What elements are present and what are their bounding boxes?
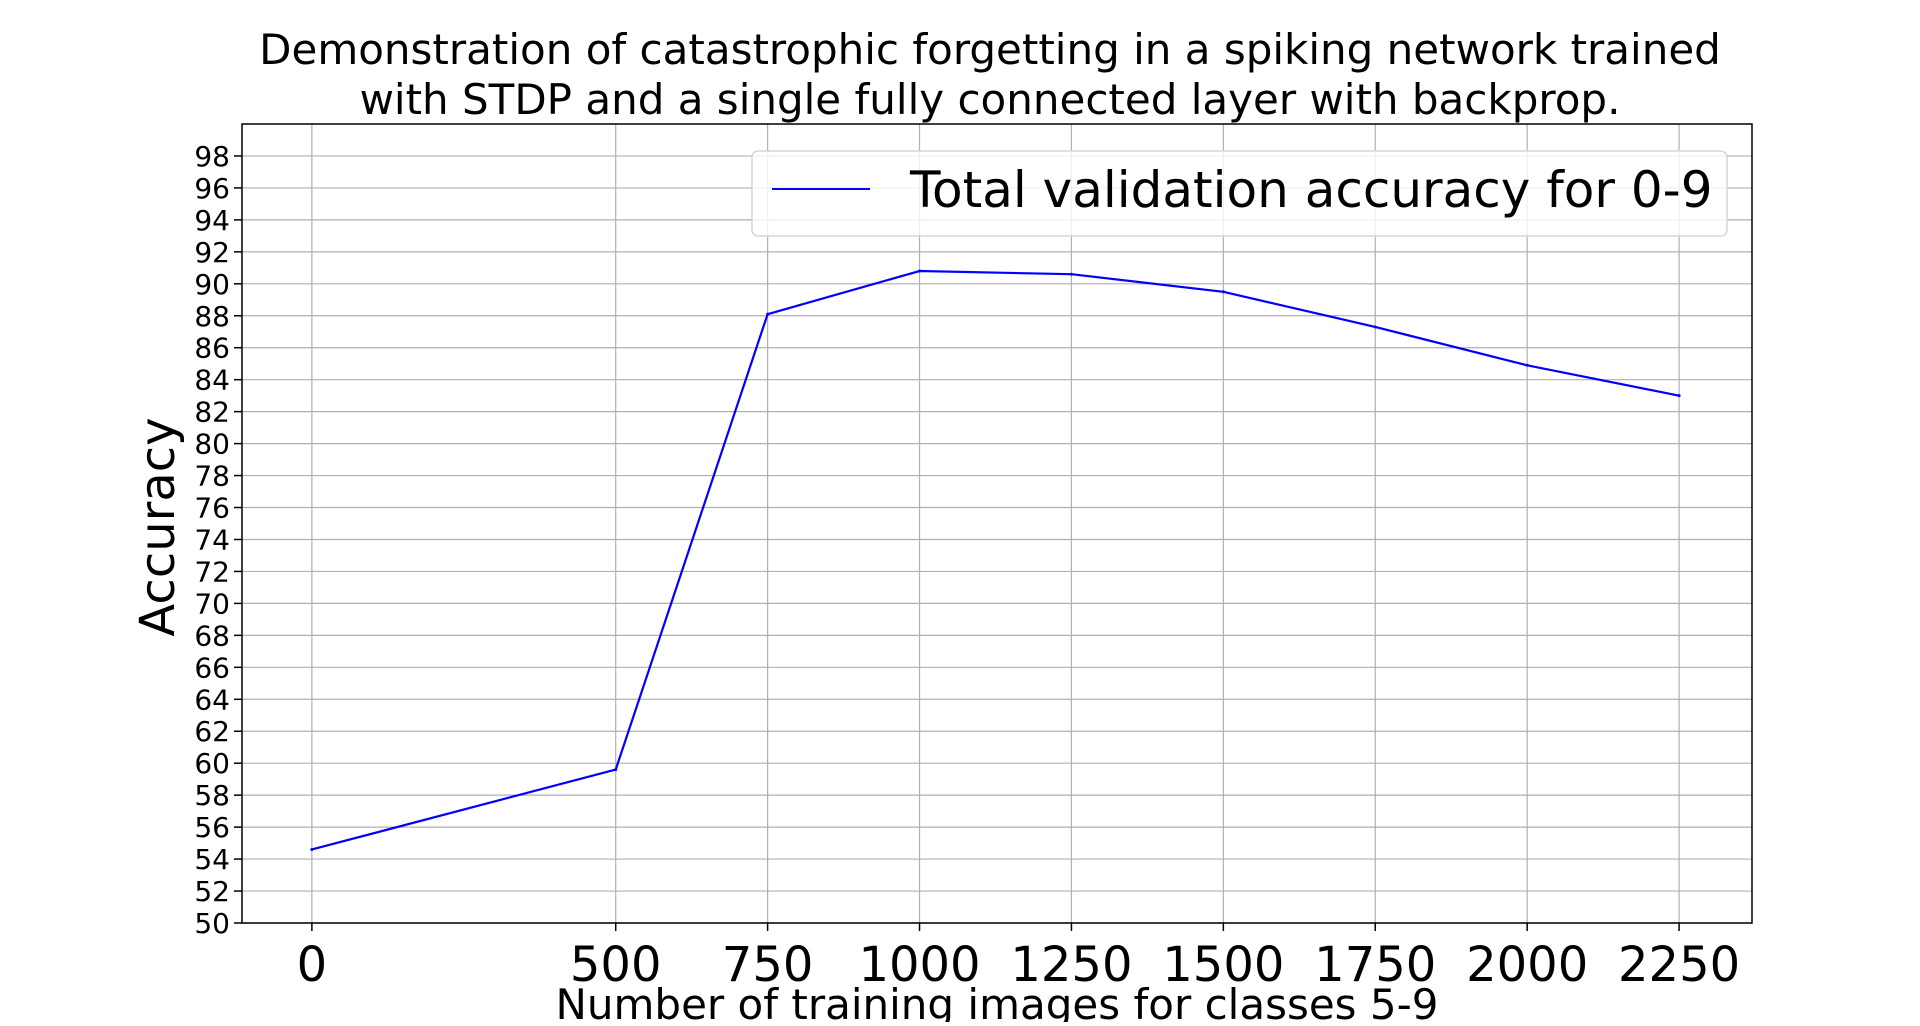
data-point [1677,394,1681,398]
data-point [310,847,314,851]
y-axis-label: Accuracy [130,417,186,636]
y-tick-label: 56 [194,811,230,844]
x-axis: 0 500 750 1000 1250 1500 1750 2000 2250 [297,923,1740,993]
y-axis: 5052545658606264666870727476788082848688… [194,140,242,940]
legend-box [751,150,1728,237]
y-tick-label: 58 [194,779,230,812]
y-tick-label: 98 [194,140,230,173]
y-tick-label: 94 [194,204,230,237]
y-tick-label: 62 [194,715,230,748]
y-tick-label: 86 [194,332,230,365]
legend: Total validation accuracy for 0-9 [751,150,1728,237]
x-tick-label: 1500 [1162,937,1284,993]
x-axis-label: Number of training images for classes 5-… [555,980,1438,1022]
data-point [1221,290,1225,294]
y-tick-label: 76 [194,492,230,525]
data-point [614,768,618,772]
chart-title-line-2: with STDP and a single fully connected l… [360,75,1621,124]
data-point [1525,363,1529,367]
y-tick-label: 68 [194,619,230,652]
grid [242,124,1752,924]
x-tick-label: 750 [722,937,814,993]
y-tick-label: 52 [194,875,230,908]
data-point [918,269,922,273]
y-tick-label: 64 [194,683,230,716]
plot-frame [241,123,1753,924]
chart-title-line-1: Demonstration of catastrophic forgetting… [259,25,1721,74]
y-tick-label: 66 [194,651,230,684]
x-tick-label: 1750 [1314,937,1436,993]
x-tick-label: 2250 [1618,937,1740,993]
x-tick-label: 500 [570,937,662,993]
y-tick-label: 70 [194,587,230,620]
y-tick-label: 80 [194,428,230,461]
y-tick-label: 60 [194,747,230,780]
series-layer [310,269,1681,851]
y-tick-label: 90 [194,268,230,301]
y-tick-label: 88 [194,300,230,333]
data-point [1373,325,1377,329]
x-tick-label: 0 [297,937,328,993]
x-tick-label: 1250 [1010,937,1132,993]
y-tick-label: 74 [194,523,230,556]
y-tick-label: 82 [194,396,230,429]
legend-label: Total validation accuracy for 0-9 [909,161,1713,219]
y-tick-label: 84 [194,364,230,397]
x-tick-label: 2000 [1466,937,1588,993]
data-point [766,312,770,316]
x-tick-label: 1000 [858,937,980,993]
y-tick-label: 96 [194,172,230,205]
y-tick-label: 92 [194,236,230,269]
y-tick-label: 54 [194,843,230,876]
data-point [1069,272,1073,276]
y-tick-label: 78 [194,460,230,493]
y-tick-label: 72 [194,555,230,588]
y-tick-label: 50 [194,907,230,940]
